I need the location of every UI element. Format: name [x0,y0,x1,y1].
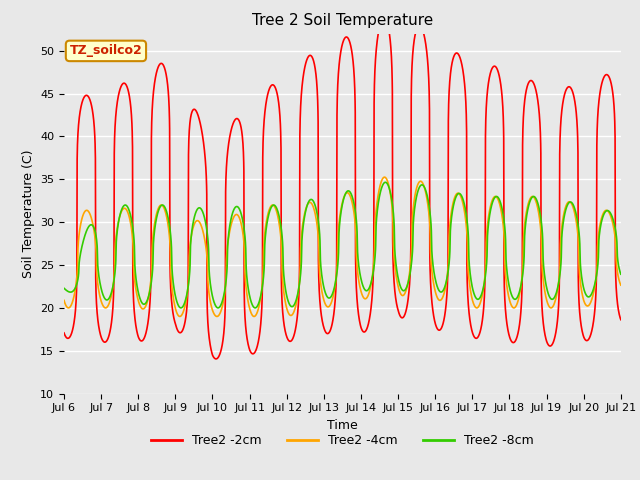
Tree2 -4cm [234,212,241,217]
Tree2 -8cm [177,305,185,311]
Line: Tree2 -2cm: Tree2 -2cm [64,18,621,359]
Legend: Tree2 -2cm, Tree2 -4cm, Tree2 -8cm: Tree2 -2cm, Tree2 -4cm, Tree2 -8cm [146,429,539,452]
Tree2 -4cm [381,174,388,180]
Tree2 -2cm [617,317,625,323]
X-axis label: Time: Time [327,419,358,432]
Tree2 -4cm [60,298,68,303]
Tree2 -8cm [95,275,103,281]
Tree2 -2cm [234,116,241,121]
Tree2 -8cm [381,180,389,185]
Tree2 -2cm [380,15,388,21]
Tree2 -8cm [234,204,241,209]
Tree2 -2cm [126,99,134,105]
Tree2 -4cm [213,313,221,319]
Tree2 -8cm [60,286,68,291]
Tree2 -2cm [490,63,498,69]
Tree2 -8cm [126,211,134,217]
Tree2 -8cm [490,195,498,201]
Tree2 -4cm [445,240,453,246]
Tree2 -2cm [95,326,103,332]
Tree2 -4cm [127,222,135,228]
Tree2 -8cm [445,262,453,267]
Tree2 -4cm [126,218,134,224]
Title: Tree 2 Soil Temperature: Tree 2 Soil Temperature [252,13,433,28]
Tree2 -2cm [60,330,68,336]
Text: TZ_soilco2: TZ_soilco2 [70,44,142,58]
Line: Tree2 -4cm: Tree2 -4cm [64,177,621,316]
Tree2 -2cm [445,92,453,98]
Tree2 -2cm [127,106,135,112]
Line: Tree2 -8cm: Tree2 -8cm [64,182,621,308]
Tree2 -8cm [617,271,625,277]
Tree2 -4cm [617,282,625,288]
Y-axis label: Soil Temperature (C): Soil Temperature (C) [22,149,35,278]
Tree2 -8cm [127,214,135,220]
Tree2 -2cm [212,356,220,362]
Tree2 -4cm [95,290,103,296]
Tree2 -4cm [490,194,498,200]
